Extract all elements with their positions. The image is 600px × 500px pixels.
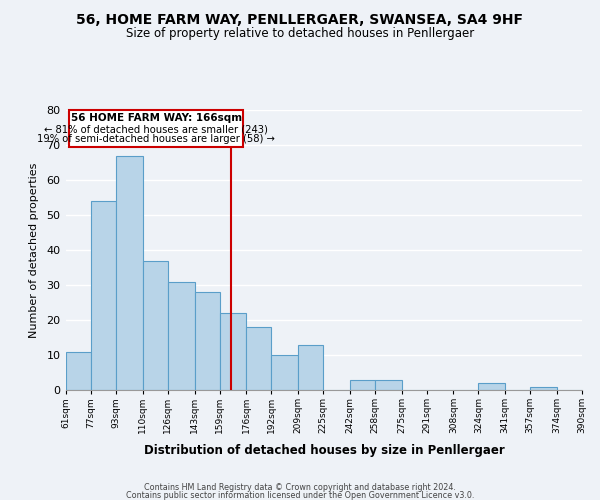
Text: 56, HOME FARM WAY, PENLLERGAER, SWANSEA, SA4 9HF: 56, HOME FARM WAY, PENLLERGAER, SWANSEA,… [77,12,523,26]
Text: Contains HM Land Registry data © Crown copyright and database right 2024.: Contains HM Land Registry data © Crown c… [144,483,456,492]
Bar [350,380,375,390]
Text: Contains public sector information licensed under the Open Government Licence v3: Contains public sector information licen… [126,492,474,500]
Bar [66,352,91,390]
Bar [375,380,401,390]
Bar [194,292,220,390]
Bar [298,344,323,390]
Bar [478,383,505,390]
Text: Size of property relative to detached houses in Penllergaer: Size of property relative to detached ho… [126,28,474,40]
Text: 19% of semi-detached houses are larger (58) →: 19% of semi-detached houses are larger (… [37,134,275,144]
Text: ← 81% of detached houses are smaller (243): ← 81% of detached houses are smaller (24… [44,124,268,134]
Bar [271,355,298,390]
Bar [530,386,557,390]
Text: 56 HOME FARM WAY: 166sqm: 56 HOME FARM WAY: 166sqm [71,113,242,123]
Bar [247,327,271,390]
Bar [91,201,116,390]
FancyBboxPatch shape [69,110,243,147]
Bar [220,313,247,390]
Y-axis label: Number of detached properties: Number of detached properties [29,162,40,338]
Bar [116,156,143,390]
X-axis label: Distribution of detached houses by size in Penllergaer: Distribution of detached houses by size … [143,444,505,458]
Bar [168,282,194,390]
Bar [143,260,168,390]
